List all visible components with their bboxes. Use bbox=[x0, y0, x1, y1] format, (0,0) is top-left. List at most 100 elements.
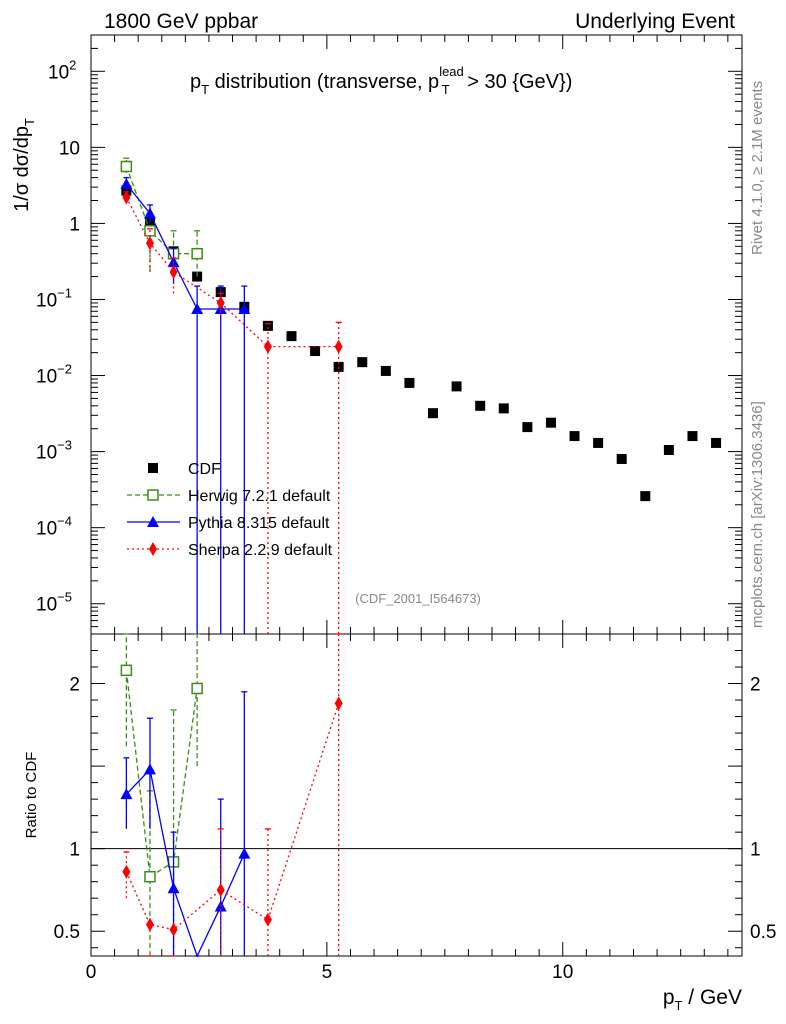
y-tick-label-base: 10 bbox=[36, 519, 57, 540]
y-axis-label-main-text: 1/σ dσ/dp bbox=[11, 126, 33, 212]
herwig-main-point bbox=[191, 247, 203, 260]
header-left: 1800 GeV ppbar bbox=[104, 10, 258, 33]
sherpa-ratio-point bbox=[145, 917, 154, 932]
mcplots-side-text: mcplots.cern.ch [arXiv:1306.3436] bbox=[749, 401, 766, 628]
y-tick-label-exponent: −5 bbox=[57, 590, 72, 605]
sherpa-main-point bbox=[216, 295, 225, 310]
y-tick-label-exponent: −2 bbox=[57, 362, 72, 377]
y-tick-label-ratio-left: 1 bbox=[69, 840, 80, 861]
y-tick-label-base: 10 bbox=[36, 290, 57, 311]
cdf-data-point bbox=[451, 381, 462, 392]
pythia-ratio-point bbox=[120, 788, 133, 800]
sherpa-ratio-point bbox=[263, 912, 272, 927]
pythia-main-point bbox=[143, 207, 156, 219]
axis-ticks bbox=[90, 34, 742, 956]
ratio-plot-frame bbox=[90, 633, 743, 957]
y-tick-label-ratio-left: 0.5 bbox=[54, 922, 80, 943]
y-tick-label-main: 10 bbox=[59, 138, 80, 159]
y-tick-label-exponent: −4 bbox=[57, 514, 72, 529]
sherpa-ratio-point bbox=[334, 696, 343, 711]
cdf-data-point bbox=[380, 365, 391, 376]
y-tick-label-main: 1 bbox=[69, 214, 80, 235]
y-tick-label-exponent: 2 bbox=[69, 57, 76, 72]
y-tick-label-exponent: −3 bbox=[57, 438, 72, 453]
cdf-data-point bbox=[404, 377, 415, 388]
y-tick-label-exponent: −1 bbox=[57, 285, 72, 300]
herwig-ratio-point bbox=[191, 682, 203, 695]
analysis-tag: (CDF_2001_I564673) bbox=[355, 591, 481, 606]
y-tick-label-main: 10−2 bbox=[36, 362, 72, 388]
herwig-ratio-line bbox=[125, 670, 198, 878]
y-tick-label-base: 10 bbox=[36, 443, 57, 464]
y-tick-label-ratio-right: 2 bbox=[750, 675, 761, 696]
data-series bbox=[120, 157, 722, 958]
cdf-data-point bbox=[593, 437, 604, 448]
cdf-data-point bbox=[663, 444, 674, 455]
legend-marker-cdf bbox=[148, 463, 158, 473]
y-tick-label-main: 10−3 bbox=[36, 438, 72, 464]
herwig-main-line bbox=[125, 166, 198, 255]
y-axis-label-main-sub: T bbox=[22, 118, 37, 126]
sherpa-main-point bbox=[145, 236, 154, 251]
y-tick-label-ratio-right: 1 bbox=[750, 840, 761, 861]
y-tick-label-main: 102 bbox=[48, 57, 76, 83]
x-tick-label: 10 bbox=[552, 962, 573, 983]
pythia-main-point bbox=[238, 302, 251, 314]
y-tick-label-base: 10 bbox=[48, 62, 69, 83]
plot-title-p: p bbox=[190, 71, 201, 93]
pythia-ratio-point bbox=[143, 763, 156, 775]
cdf-data-point bbox=[498, 403, 509, 414]
cdf-data-point bbox=[475, 400, 486, 411]
x-axis-label-sub: T bbox=[675, 998, 683, 1013]
x-tick-label: 0 bbox=[86, 962, 97, 983]
cdf-data-point bbox=[545, 417, 556, 428]
plot-title-end: > 30 {GeV}) bbox=[462, 71, 573, 93]
pythia-ratio-line bbox=[125, 768, 245, 958]
plot-title-sub-t2: T bbox=[442, 82, 450, 97]
herwig-ratio-point bbox=[144, 870, 156, 883]
cdf-data-point bbox=[687, 431, 698, 442]
x-axis-label-unit: / GeV bbox=[682, 986, 742, 1009]
header-right: Underlying Event bbox=[575, 10, 735, 33]
y-tick-label-base: 10 bbox=[59, 138, 80, 159]
legend-label-herwig: Herwig 7.2.1 default bbox=[188, 488, 331, 505]
cdf-data-point bbox=[640, 491, 651, 502]
x-axis-label: pT / GeV bbox=[663, 986, 742, 1013]
cdf-data-point bbox=[711, 437, 722, 448]
pythia-ratio-point bbox=[167, 882, 180, 894]
sherpa-main-point bbox=[263, 339, 272, 354]
sherpa-ratio-line bbox=[125, 703, 340, 931]
y-tick-label-ratio-right: 0.5 bbox=[750, 922, 776, 943]
x-tick-label: 5 bbox=[322, 962, 333, 983]
y-tick-label-main: 10−5 bbox=[36, 590, 72, 616]
cdf-data-point bbox=[357, 357, 368, 368]
y-tick-label-base: 10 bbox=[36, 595, 57, 616]
sherpa-main-line bbox=[125, 197, 339, 348]
sherpa-ratio-point bbox=[122, 864, 131, 879]
sherpa-main-point bbox=[334, 339, 343, 354]
legend-marker-sherpa bbox=[149, 542, 157, 556]
rivet-side-text: Rivet 4.1.0, ≥ 2.1M events bbox=[749, 81, 766, 255]
legend-label-sherpa: Sherpa 2.2.9 default bbox=[188, 542, 333, 559]
pythia-main-point bbox=[120, 177, 133, 189]
y-axis-label-ratio: Ratio to CDF bbox=[23, 752, 40, 839]
pythia-main-point bbox=[191, 302, 204, 314]
sherpa-ratio-point bbox=[169, 922, 178, 937]
legend-marker-pythia bbox=[147, 516, 159, 527]
herwig-ratio-point bbox=[120, 664, 133, 677]
plot-title-middle: distribution (transverse, p bbox=[209, 71, 439, 93]
sherpa-main-point bbox=[122, 190, 131, 205]
sherpa-ratio-point bbox=[216, 882, 225, 897]
legend-marker-herwig bbox=[147, 489, 159, 501]
legend-label-pythia: Pythia 8.315 default bbox=[188, 515, 330, 532]
y-tick-label-base: 10 bbox=[36, 367, 57, 388]
y-axis-label-main: 1/σ dσ/dpT bbox=[11, 118, 37, 212]
pythia-main-line bbox=[125, 183, 245, 310]
cdf-data-point bbox=[310, 346, 321, 357]
cdf-data-point bbox=[522, 422, 533, 433]
cdf-data-point bbox=[428, 408, 439, 419]
plot-title-sup: lead bbox=[439, 64, 464, 79]
cdf-data-point bbox=[616, 453, 627, 464]
legend-label-cdf: CDF bbox=[188, 461, 221, 478]
